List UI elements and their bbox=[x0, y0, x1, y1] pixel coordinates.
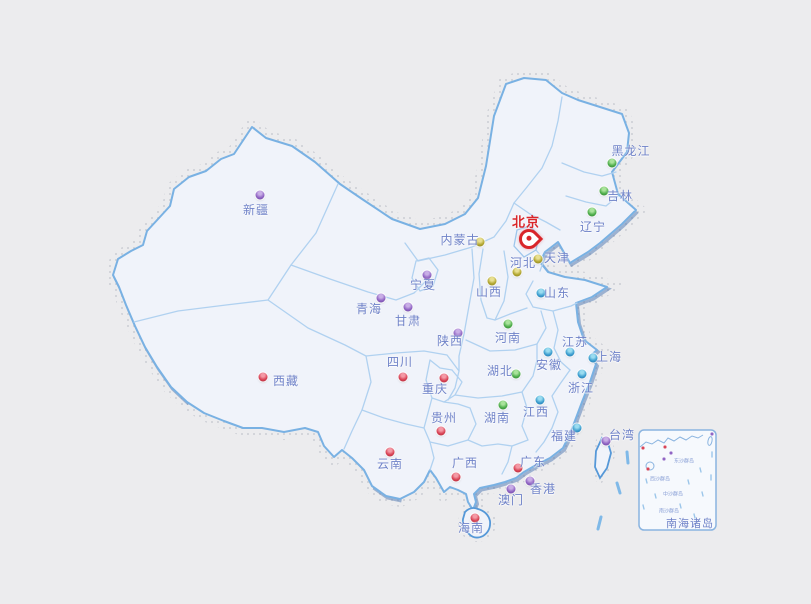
inset-city-marker bbox=[662, 457, 666, 461]
hainan-island[interactable] bbox=[461, 507, 492, 539]
province-label[interactable]: 天津 bbox=[543, 251, 571, 265]
province-marker[interactable] bbox=[513, 463, 523, 473]
province-label[interactable]: 江西 bbox=[522, 405, 550, 419]
province-marker[interactable] bbox=[451, 472, 461, 482]
province-marker[interactable] bbox=[565, 347, 575, 357]
province-marker[interactable] bbox=[577, 369, 587, 379]
province-marker[interactable] bbox=[572, 423, 582, 433]
province-marker[interactable] bbox=[398, 372, 408, 382]
province-marker[interactable] bbox=[453, 328, 463, 338]
inset-island-label: 西沙群岛 bbox=[649, 476, 671, 483]
province-marker[interactable] bbox=[385, 447, 395, 457]
province-marker[interactable] bbox=[436, 426, 446, 436]
province-marker[interactable] bbox=[535, 395, 545, 405]
province-label[interactable]: 河南 bbox=[494, 331, 522, 345]
province-marker[interactable] bbox=[376, 293, 386, 303]
inset-coastline bbox=[639, 434, 704, 448]
province-marker[interactable] bbox=[487, 276, 497, 286]
province-label[interactable]: 云南 bbox=[376, 457, 404, 471]
province-marker[interactable] bbox=[511, 369, 521, 379]
province-label[interactable]: 四川 bbox=[386, 355, 414, 369]
inset-island-dashes bbox=[642, 451, 713, 519]
inset-island-label: 南沙群岛 bbox=[658, 508, 680, 515]
inset-city-marker bbox=[663, 445, 667, 449]
province-marker[interactable] bbox=[588, 353, 598, 363]
province-label[interactable]: 吉林 bbox=[606, 189, 634, 203]
inset-taiwan bbox=[707, 436, 713, 446]
province-marker[interactable] bbox=[403, 302, 413, 312]
province-label[interactable]: 贵州 bbox=[430, 411, 458, 425]
inset-box[interactable] bbox=[638, 429, 717, 531]
province-label[interactable]: 新疆 bbox=[242, 203, 270, 217]
inset-city-marker bbox=[641, 446, 645, 450]
province-label[interactable]: 广西 bbox=[451, 456, 479, 470]
province-marker[interactable] bbox=[498, 400, 508, 410]
province-label[interactable]: 香港 bbox=[529, 482, 557, 496]
inset-island-label: 东沙群岛 bbox=[673, 458, 695, 465]
province-label[interactable]: 江苏 bbox=[561, 335, 589, 349]
inset-city-marker bbox=[646, 467, 650, 471]
province-label[interactable]: 青海 bbox=[355, 302, 383, 316]
province-marker[interactable] bbox=[503, 319, 513, 329]
province-borders bbox=[133, 96, 619, 475]
beijing-label[interactable]: 北京 bbox=[511, 215, 541, 231]
province-label[interactable]: 台湾 bbox=[608, 428, 636, 442]
province-marker[interactable] bbox=[255, 190, 265, 200]
sea-dash-line bbox=[596, 450, 630, 531]
province-marker[interactable] bbox=[543, 347, 553, 357]
province-marker[interactable] bbox=[599, 186, 609, 196]
province-label[interactable]: 重庆 bbox=[421, 382, 449, 396]
province-label[interactable]: 山东 bbox=[543, 286, 571, 300]
province-marker[interactable] bbox=[422, 270, 432, 280]
province-label[interactable]: 西藏 bbox=[272, 374, 300, 388]
province-marker[interactable] bbox=[536, 288, 546, 298]
province-marker[interactable] bbox=[258, 372, 268, 382]
province-marker[interactable] bbox=[587, 207, 597, 217]
province-label[interactable]: 湖北 bbox=[486, 364, 514, 378]
province-label[interactable]: 湖南 bbox=[483, 411, 511, 425]
province-label[interactable]: 广东 bbox=[519, 455, 547, 469]
province-label[interactable]: 甘肃 bbox=[394, 314, 422, 328]
province-marker[interactable] bbox=[470, 513, 480, 523]
province-label[interactable]: 上海 bbox=[595, 350, 623, 364]
province-label[interactable]: 辽宁 bbox=[579, 220, 607, 234]
inset-title: 南海诸岛 bbox=[666, 517, 714, 530]
province-marker[interactable] bbox=[533, 254, 543, 264]
province-label[interactable]: 安徽 bbox=[535, 358, 563, 372]
inset-city-marker bbox=[669, 451, 673, 455]
province-label[interactable]: 黑龙江 bbox=[611, 144, 651, 158]
province-marker[interactable] bbox=[439, 373, 449, 383]
province-label[interactable]: 海南 bbox=[457, 521, 485, 535]
inset-island-label: 中沙群岛 bbox=[662, 491, 684, 498]
province-marker[interactable] bbox=[475, 237, 485, 247]
beijing-boundary bbox=[513, 225, 540, 258]
province-label[interactable]: 澳门 bbox=[497, 493, 525, 507]
province-label[interactable]: 内蒙古 bbox=[440, 233, 480, 247]
inset-city-marker bbox=[710, 432, 714, 436]
province-label[interactable]: 山西 bbox=[475, 285, 503, 299]
province-label[interactable]: 陕西 bbox=[436, 334, 464, 348]
province-marker[interactable] bbox=[607, 158, 617, 168]
province-label[interactable]: 浙江 bbox=[567, 381, 595, 395]
province-marker[interactable] bbox=[512, 267, 522, 277]
province-marker[interactable] bbox=[601, 436, 611, 446]
province-label[interactable]: 河北 bbox=[509, 256, 537, 270]
province-marker[interactable] bbox=[506, 484, 516, 494]
province-marker[interactable] bbox=[525, 476, 535, 486]
south-china-sea-inset bbox=[638, 429, 717, 531]
province-label[interactable]: 宁夏 bbox=[409, 278, 437, 292]
province-label[interactable]: 福建 bbox=[550, 429, 578, 443]
